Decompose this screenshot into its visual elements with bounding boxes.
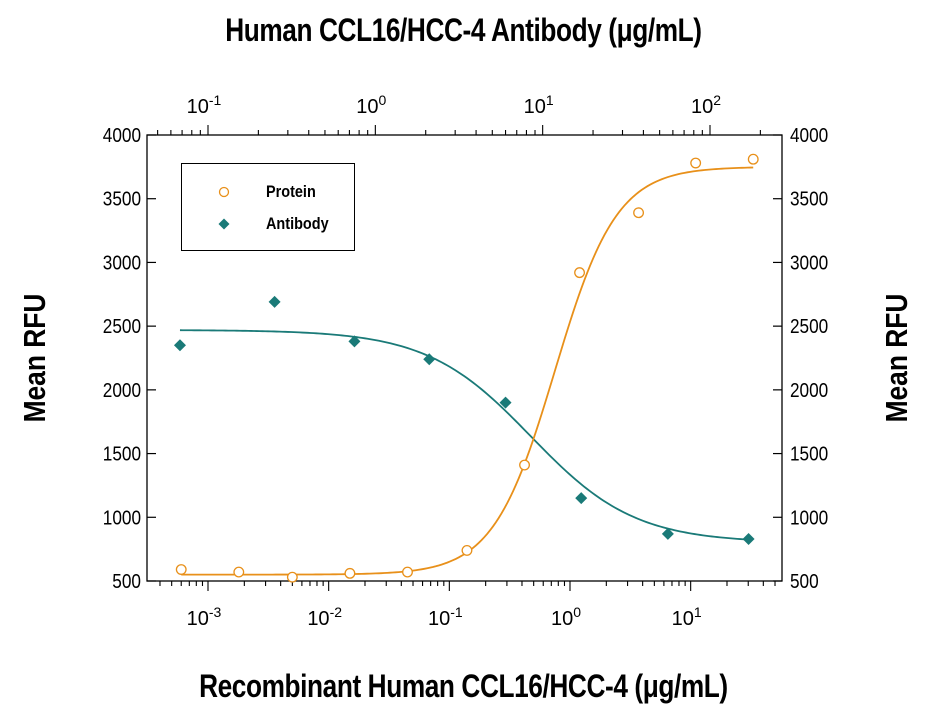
antibody-data-point (742, 532, 755, 545)
y-tick-label-left: 3500 (103, 187, 141, 210)
y-tick-label-left: 2500 (103, 315, 141, 338)
x-top-tick-label: 100 (356, 92, 386, 118)
protein-data-point (175, 564, 187, 575)
protein-data-point (574, 267, 586, 279)
legend-label-antibody: Antibody (266, 214, 329, 233)
antibody-data-point (575, 492, 588, 505)
y-tick-label-left: 4000 (103, 124, 141, 147)
y-tick-label-right: 2500 (790, 315, 828, 338)
protein-data-point (402, 566, 413, 578)
y-tick-label-right: 3500 (790, 187, 828, 210)
protein-data-point (747, 153, 759, 165)
protein-data-point (344, 567, 356, 579)
y-tick-label-left: 1000 (103, 506, 141, 529)
legend-item-antibody: Antibody (182, 212, 354, 236)
chart-legend: Protein Antibody (181, 163, 355, 251)
y-tick-label-right: 1500 (790, 442, 828, 465)
legend-label-protein: Protein (266, 182, 316, 201)
protein-data-point (286, 571, 298, 583)
y-tick-label-left: 3000 (103, 251, 141, 274)
y-tick-label-right: 2000 (790, 379, 828, 402)
antibody-data-point (348, 335, 361, 348)
bottom-axis-title: Recombinant Human CCL16/HCC-4 (μg/mL) (199, 668, 728, 704)
protein-data-point (690, 157, 702, 169)
x-bottom-tick-label: 101 (672, 604, 702, 630)
y-tick-label-left: 1500 (103, 442, 141, 465)
x-bottom-tick-label: 10-1 (428, 604, 463, 630)
y-tick-label-right: 1000 (790, 506, 828, 529)
x-top-tick-label: 101 (524, 92, 554, 118)
antibody-data-point (173, 339, 186, 352)
y-tick-label-left: 2000 (103, 379, 141, 402)
legend-marker-open-circle (218, 186, 230, 198)
antibody-data-point (268, 295, 281, 308)
x-bottom-tick-label: 100 (551, 604, 581, 630)
x-top-tick-label: 102 (691, 92, 721, 118)
legend-item-protein: Protein (182, 180, 354, 204)
plot-frame (146, 134, 783, 582)
protein-data-point (461, 544, 473, 556)
y-tick-label-right: 4000 (790, 124, 828, 147)
antibody-data-point (499, 396, 512, 409)
antibody-data-point (661, 527, 674, 540)
protein-data-point (233, 566, 245, 578)
y-tick-label-right: 500 (790, 570, 819, 593)
x-top-tick-label: 10-1 (187, 92, 222, 118)
y-tick-label-left: 500 (112, 570, 141, 593)
x-bottom-tick-label: 10-2 (307, 604, 342, 630)
antibody-fit-curve (179, 329, 749, 541)
antibody-data-point (423, 353, 436, 366)
x-bottom-tick-label: 10-3 (187, 604, 222, 630)
protein-data-point (633, 207, 645, 219)
protein-data-point (519, 459, 530, 471)
top-axis-title: Human CCL16/HCC-4 Antibody (μg/mL) (225, 12, 702, 48)
y-tick-label-right: 3000 (790, 251, 828, 274)
legend-marker-filled-diamond (218, 218, 230, 230)
